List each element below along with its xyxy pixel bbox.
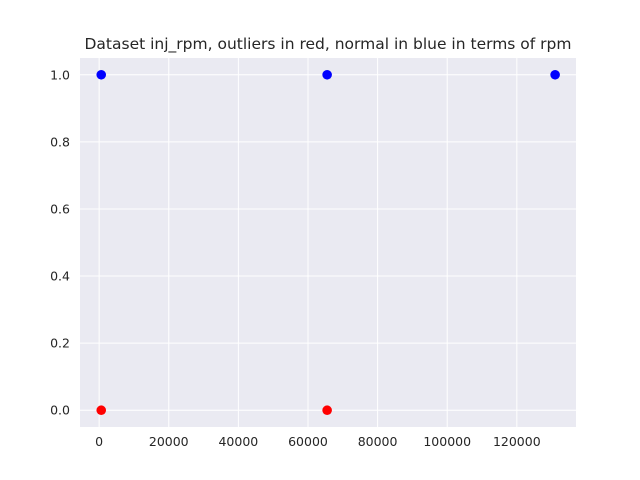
chart-title: Dataset inj_rpm, outliers in red, normal… [85,35,572,54]
x-tick-label: 0 [95,434,103,449]
x-tick-label: 40000 [218,434,258,449]
x-tick-label: 100000 [423,434,471,449]
data-points [96,69,560,416]
y-tick-label: 0.4 [50,269,70,284]
y-tick-label: 0.2 [50,336,70,351]
plot-area [80,58,576,427]
x-axis-ticks: 0 20000 40000 60000 80000 100000 120000 [95,434,541,449]
data-point [322,405,332,416]
data-point [322,69,332,80]
data-point [550,69,560,80]
y-tick-label: 0.6 [50,201,70,216]
y-tick-label: 0.8 [50,134,70,149]
y-axis-ticks: 0.0 0.2 0.4 0.6 0.8 1.0 [50,67,70,417]
data-point [96,69,107,80]
x-tick-label: 80000 [358,434,398,449]
y-tick-label: 1.0 [50,67,70,82]
y-tick-label: 0.0 [50,403,70,418]
data-point [96,405,107,416]
x-tick-label: 120000 [493,434,541,449]
x-tick-label: 60000 [288,434,328,449]
x-tick-label: 20000 [149,434,189,449]
